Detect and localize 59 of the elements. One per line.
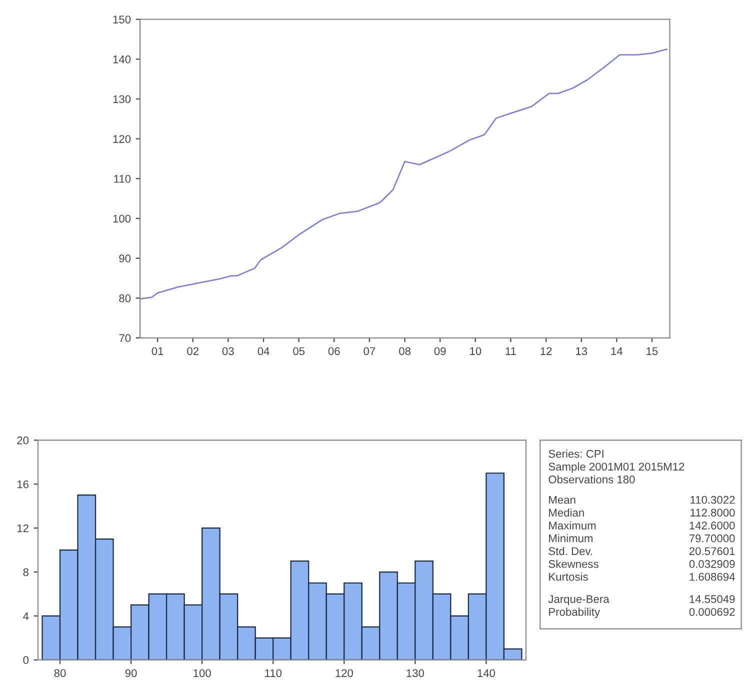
x-tick-label: 14 [611, 347, 623, 355]
x-tick-label: 140 [478, 669, 496, 678]
text: Sample 2001M01 2015M12 [548, 462, 684, 473]
x-tick-label: 10 [470, 347, 482, 356]
text: 20.57601 [689, 547, 735, 556]
x-tick-label: 01 [152, 347, 164, 356]
y-tick-label: 70 [119, 334, 131, 342]
y-tick-label: 90 [119, 254, 131, 262]
text: 112.8000 [690, 508, 735, 517]
text: 110.3022 [690, 496, 735, 504]
x-tick-label: 130 [406, 669, 424, 678]
x-tick-label: 15 [646, 347, 658, 356]
x-tick-label: 90 [125, 669, 137, 678]
y-tick-label: 130 [113, 95, 131, 104]
line-series [140, 48, 668, 300]
text: 0.032909 [689, 560, 735, 568]
text: Kurtosis [549, 572, 588, 581]
y-tick-label: 110 [114, 174, 131, 183]
y-tick-label: 120 [113, 135, 131, 143]
y-tick-label: 4 [23, 612, 29, 620]
text: 0.000692 [689, 608, 735, 616]
y-tick-label: 12 [17, 524, 28, 532]
text: Minimum [549, 534, 592, 542]
text: 14.55049 [690, 595, 735, 604]
x-tick-label: 110 [265, 669, 282, 678]
x-tick-label: 13 [576, 347, 588, 356]
y-tick-label: 8 [23, 568, 28, 576]
y-tick-label: 140 [113, 55, 131, 64]
text: Series: CPI [548, 450, 604, 458]
text: Median [549, 508, 584, 517]
y-tick-label: 0 [23, 656, 29, 664]
x-tick-label: 100 [194, 669, 211, 678]
text: Std. Dev. [548, 546, 592, 556]
x-tick-label: 80 [54, 669, 66, 678]
x-tick-label: 11 [506, 347, 516, 355]
text: Mean [549, 496, 576, 504]
text: 79.70000 [689, 534, 735, 542]
text: 1.608694 [690, 572, 735, 581]
y-tick-label: 150 [113, 16, 131, 24]
text: Skewness [548, 560, 598, 568]
x-tick-label: 09 [434, 347, 446, 356]
x-tick-label: 08 [399, 347, 411, 356]
x-tick-label: 05 [293, 347, 305, 356]
text: Observations 180 [548, 475, 635, 484]
y-tick-label: 20 [17, 436, 29, 444]
x-tick-label: 06 [328, 347, 340, 356]
y-tick-label: 100 [113, 214, 131, 223]
text: 142.6000 [690, 522, 735, 530]
text: Jarque-Bera [548, 595, 610, 606]
x-tick-label: 04 [258, 347, 270, 356]
x-tick-label: 120 [336, 669, 353, 678]
y-tick-label: 16 [17, 480, 28, 488]
x-tick-label: 12 [540, 347, 552, 355]
x-tick-label: 03 [222, 347, 234, 356]
x-tick-label: 07 [364, 347, 376, 356]
text: Probability [549, 608, 600, 618]
text: Maximum [549, 521, 596, 530]
y-tick-label: 80 [119, 294, 131, 302]
x-tick-label: 02 [187, 347, 198, 356]
